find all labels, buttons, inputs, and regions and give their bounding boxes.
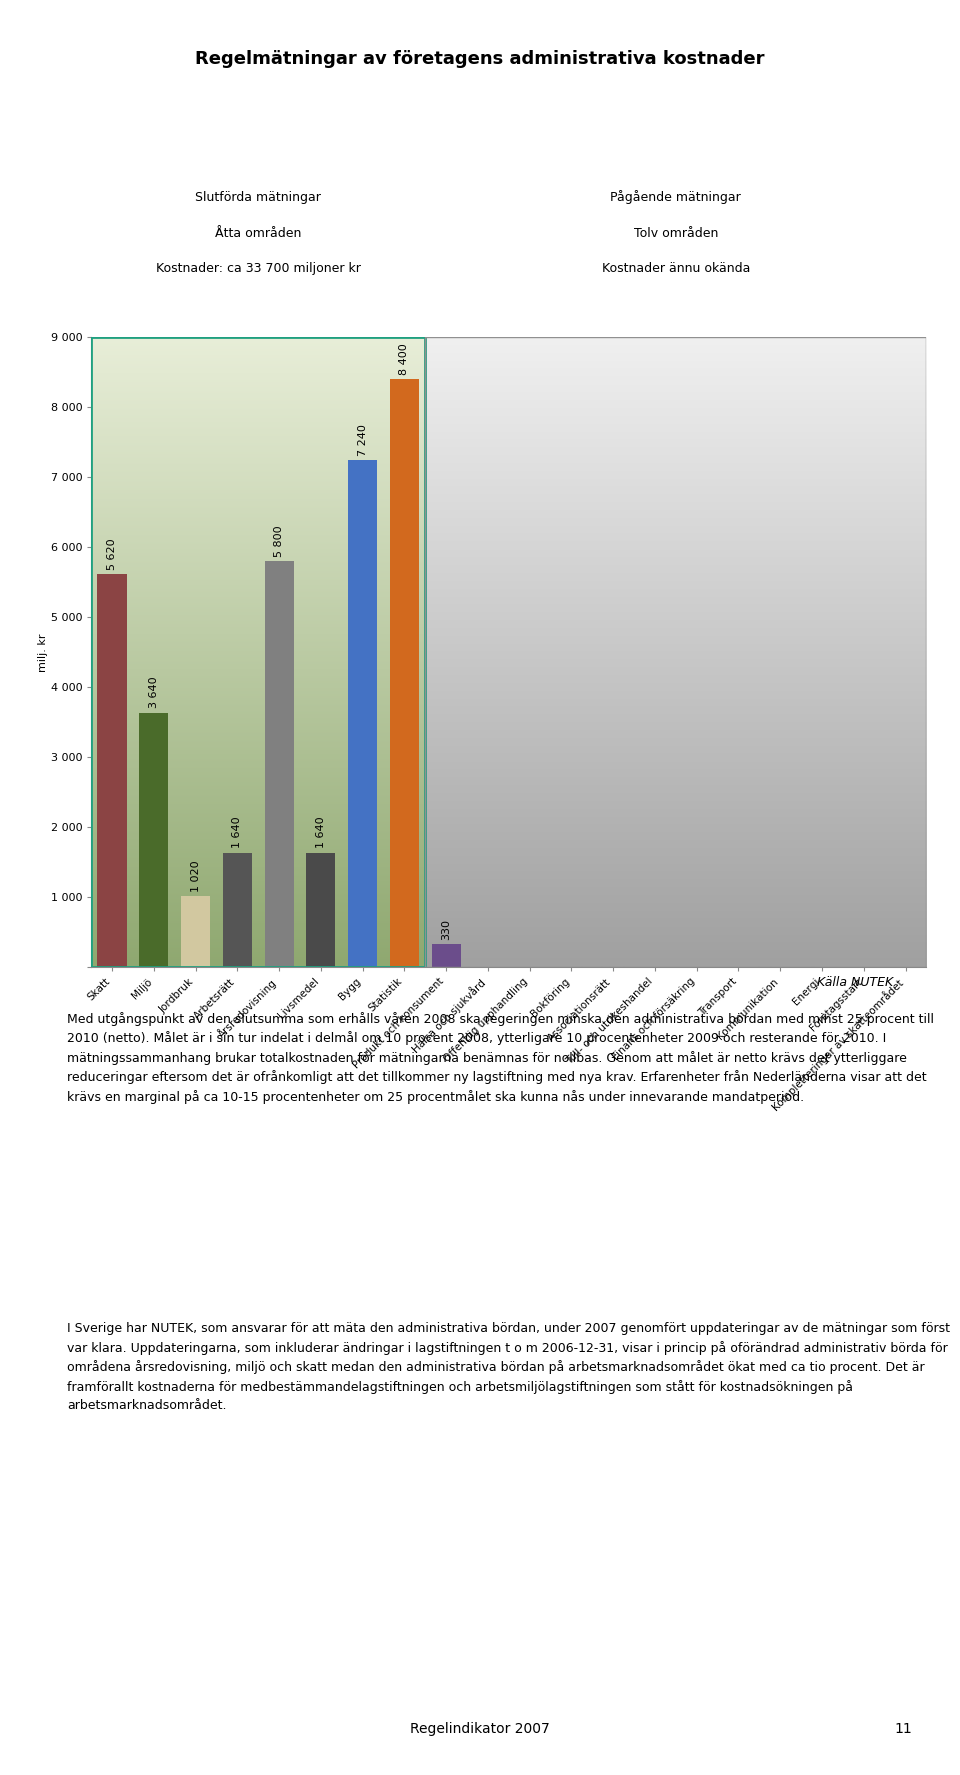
Bar (181, 896, 210, 967)
Text: Med utgångspunkt av den slutsumma som erhålls våren 2008 ska regeringen minska d: Med utgångspunkt av den slutsumma som er… (67, 1012, 934, 1104)
Text: Pågående mätningar: Pågående mätningar (611, 190, 741, 204)
Text: I Sverige har NUTEK, som ansvarar för att mäta den administrativa bördan, under : I Sverige har NUTEK, som ansvarar för at… (67, 1322, 950, 1411)
Bar (390, 380, 419, 967)
Bar (348, 460, 377, 967)
Bar (265, 561, 294, 967)
Bar (425, 337, 926, 967)
Text: 330: 330 (442, 919, 451, 941)
Text: Regelindikator 2007: Regelindikator 2007 (410, 1722, 550, 1736)
Text: 1 020: 1 020 (191, 861, 201, 891)
Y-axis label: milj. kr: milj. kr (37, 634, 48, 671)
Text: Tolv områden: Tolv områden (634, 227, 718, 240)
Text: 1 640: 1 640 (316, 816, 325, 848)
Text: 1 640: 1 640 (232, 816, 242, 848)
Text: 5 620: 5 620 (108, 538, 117, 570)
Text: 5 800: 5 800 (275, 525, 284, 557)
Text: 7 240: 7 240 (358, 424, 368, 456)
Bar (223, 852, 252, 967)
Bar (432, 944, 461, 967)
Text: Regelmätningar av företagens administrativa kostnader: Regelmätningar av företagens administrat… (195, 50, 765, 67)
Bar (306, 852, 335, 967)
Bar (139, 712, 168, 967)
Text: Kostnader ännu okända: Kostnader ännu okända (602, 263, 750, 275)
Text: 8 400: 8 400 (399, 343, 409, 375)
Text: 11: 11 (895, 1722, 912, 1736)
Text: 3 640: 3 640 (149, 676, 158, 708)
Bar (91, 337, 425, 967)
Text: Åtta områden: Åtta områden (215, 227, 301, 240)
Bar (98, 573, 127, 967)
Text: Slutförda mätningar: Slutförda mätningar (195, 192, 322, 204)
Text: Källa NUTEK: Källa NUTEK (817, 976, 893, 989)
Text: Kostnader: ca 33 700 miljoner kr: Kostnader: ca 33 700 miljoner kr (156, 263, 361, 275)
